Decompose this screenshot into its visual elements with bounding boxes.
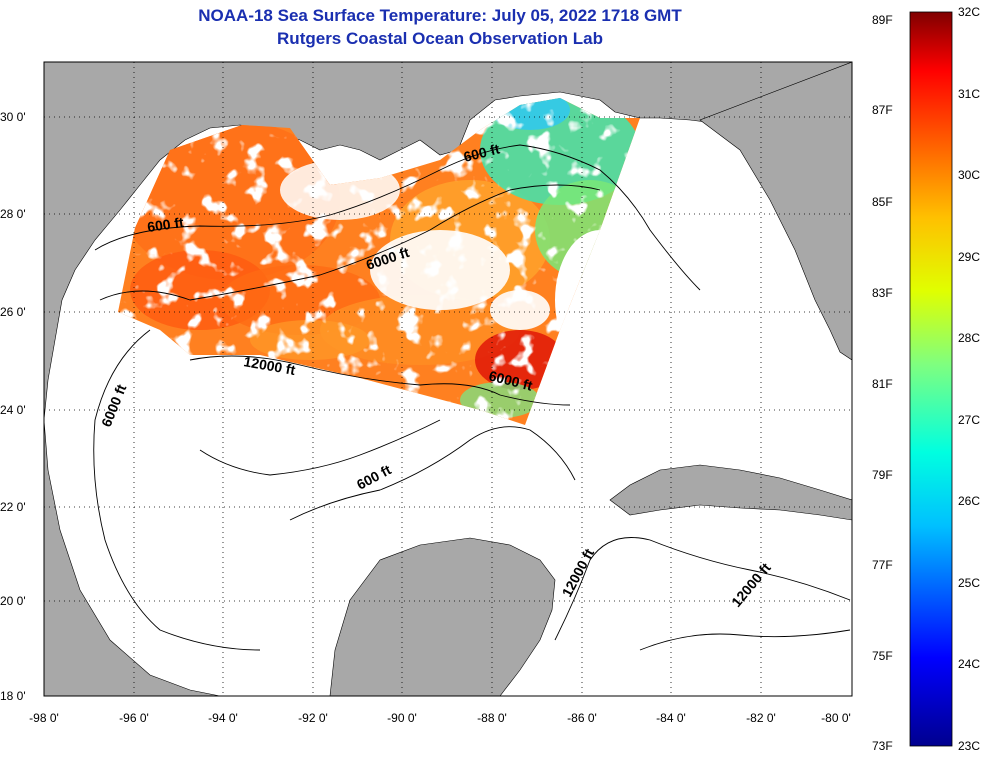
contour-6000ft-central — [199, 419, 441, 476]
cbar-f-85: 85F — [872, 195, 893, 209]
cbar-f-81: 81F — [872, 377, 893, 391]
latitude-labels: 30 0' 28 0' 26 0' 24 0' 22 0' 20 0' 18 0… — [0, 110, 26, 703]
lon-label-86: -86 0' — [567, 711, 597, 725]
lat-label-18: 18 0' — [0, 689, 26, 703]
map-subtitle: Rutgers Coastal Ocean Observation Lab — [277, 29, 603, 48]
cbar-c-26: 26C — [958, 494, 980, 508]
lon-label-80: -80 0' — [821, 711, 851, 725]
lon-label-84: -84 0' — [656, 711, 686, 725]
lon-label-94: -94 0' — [208, 711, 238, 725]
contour-600ft-yucatan — [289, 426, 576, 521]
contour-label-600ft-west: 600 ft — [146, 214, 185, 235]
cbar-c-30: 30C — [958, 168, 980, 182]
lon-label-82: -82 0' — [746, 711, 776, 725]
cbar-f-77: 77F — [872, 558, 893, 572]
lon-label-96: -96 0' — [119, 711, 149, 725]
cbar-f-73: 73F — [872, 739, 893, 753]
lat-label-22: 22 0' — [0, 500, 26, 514]
contour-12000ft-caribbean — [554, 537, 851, 641]
bathymetry-contours — [93, 144, 851, 651]
map-title: NOAA-18 Sea Surface Temperature: July 05… — [198, 6, 682, 25]
lon-label-90: -90 0' — [387, 711, 417, 725]
cbar-f-75: 75F — [872, 649, 893, 663]
contour-6000ft-west — [93, 329, 261, 651]
land-mexico — [44, 419, 221, 696]
lat-label-20: 20 0' — [0, 594, 26, 608]
contour-6000ft-north — [99, 184, 601, 301]
land-florida — [699, 62, 852, 361]
lon-label-92: -92 0' — [298, 711, 328, 725]
sst-swath — [118, 98, 640, 425]
contour-12000ft-south — [639, 629, 851, 651]
longitude-labels: -98 0' -96 0' -94 0' -92 0' -90 0' -88 0… — [29, 711, 851, 725]
cbar-f-83: 83F — [872, 286, 893, 300]
cbar-c-27: 27C — [958, 413, 980, 427]
lat-label-30: 30 0' — [0, 110, 26, 124]
cbar-f-79: 79F — [872, 468, 893, 482]
land-cuba — [609, 464, 852, 521]
map-frame — [43, 61, 853, 697]
cbar-c-31: 31C — [958, 87, 980, 101]
contour-600ft-north — [94, 144, 701, 291]
colorbar-gradient — [909, 11, 953, 747]
lon-label-88: -88 0' — [477, 711, 507, 725]
graticule — [44, 62, 852, 696]
cbar-c-28: 28C — [958, 331, 980, 345]
cbar-c-29: 29C — [958, 250, 980, 264]
cbar-c-25: 25C — [958, 576, 980, 590]
cbar-f-89: 89F — [872, 13, 893, 27]
lat-label-24: 24 0' — [0, 403, 26, 417]
lat-label-28: 28 0' — [0, 207, 26, 221]
lat-label-26: 26 0' — [0, 305, 26, 319]
lon-label-98: -98 0' — [29, 711, 59, 725]
cbar-c-23: 23C — [958, 739, 980, 753]
cbar-c-32: 32C — [958, 5, 980, 19]
cbar-c-24: 24C — [958, 657, 980, 671]
cbar-f-87: 87F — [872, 103, 893, 117]
land-yucatan — [329, 537, 556, 696]
contour-12000ft-central — [189, 355, 571, 406]
colorbar: 89F 87F 85F 83F 81F 79F 77F 75F 73F 32C … — [872, 5, 980, 753]
